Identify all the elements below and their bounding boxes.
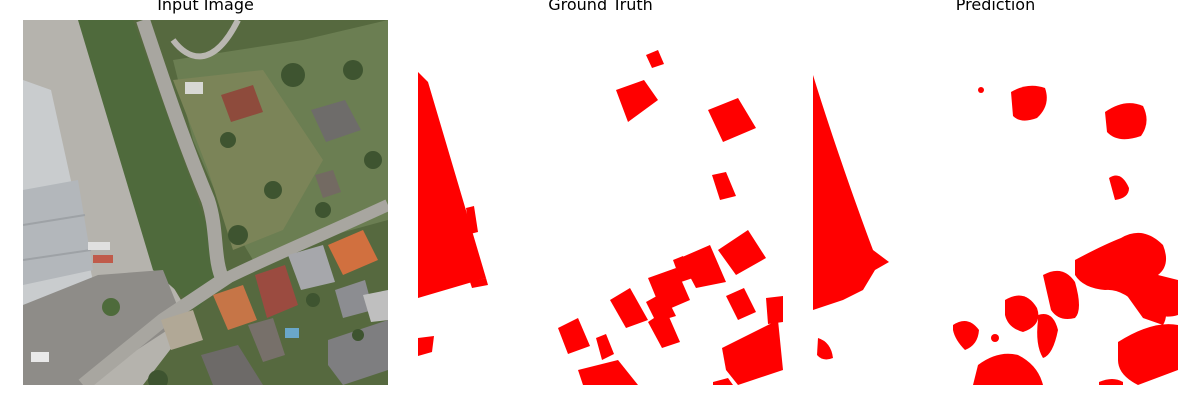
input-image-title: Input Image [157, 0, 254, 14]
aerial-photo [23, 20, 388, 385]
prediction-title: Prediction [955, 0, 1036, 14]
prediction-panel [813, 20, 1178, 385]
ground-truth-mask [418, 20, 783, 385]
input-image-panel [23, 20, 388, 385]
prediction-mask [813, 20, 1178, 385]
ground-truth-panel [418, 20, 783, 385]
ground-truth-title: Ground Truth [548, 0, 653, 14]
